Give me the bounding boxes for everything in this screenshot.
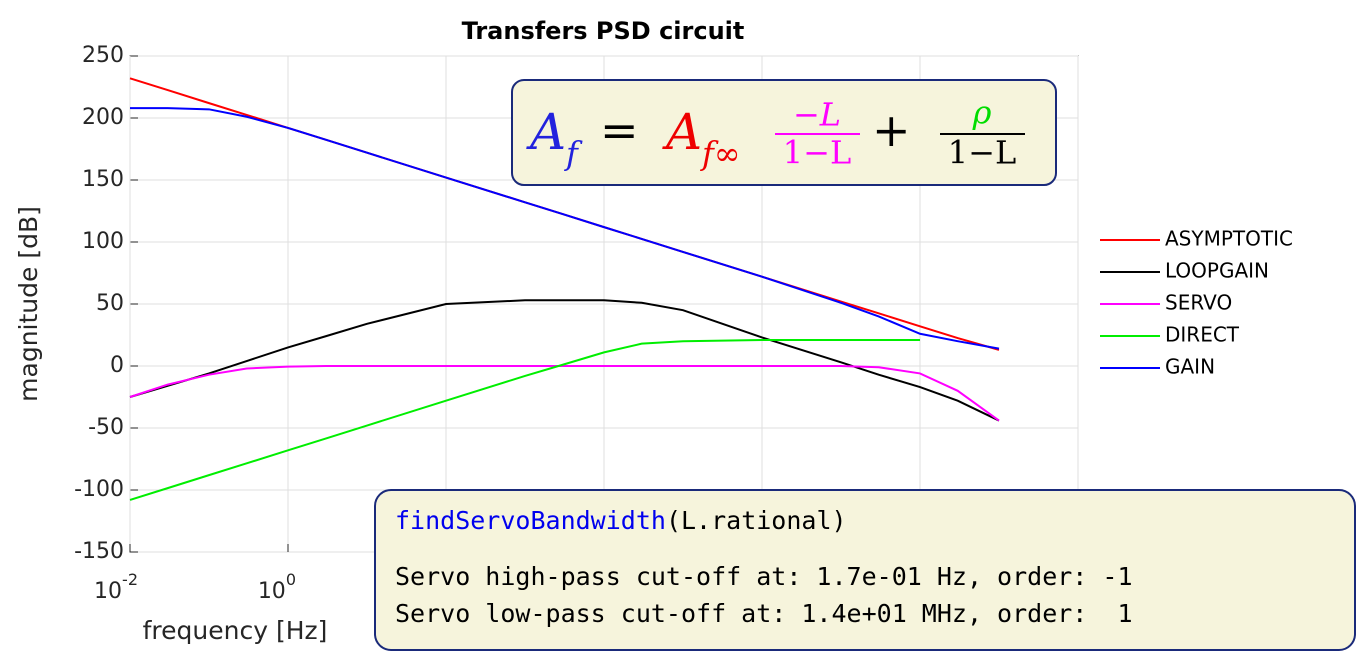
x-tick-label: 10-2 bbox=[94, 570, 138, 605]
tick-base: 10 bbox=[258, 579, 286, 604]
x-tick-label: 100 bbox=[258, 570, 296, 605]
legend-label: ASYMPTOTIC bbox=[1165, 227, 1293, 251]
y-axis-label: magnitude [dB] bbox=[14, 206, 43, 402]
tick-base: 10 bbox=[94, 579, 122, 604]
formula-part: = bbox=[600, 103, 639, 157]
y-tick-label: 50 bbox=[96, 291, 124, 316]
formula-part: ρ bbox=[972, 94, 992, 132]
legend-label: SERVO bbox=[1165, 291, 1232, 315]
legend-label: LOOPGAIN bbox=[1165, 259, 1269, 283]
formula-part: A bbox=[662, 103, 702, 161]
code-line: findServoBandwidth(L.rational) bbox=[395, 506, 847, 535]
formula-part: A bbox=[526, 103, 566, 161]
y-tick-label: 100 bbox=[82, 229, 124, 254]
y-tick-label: 150 bbox=[82, 167, 124, 192]
line-series bbox=[129, 299, 1000, 422]
legend-label: DIRECT bbox=[1165, 323, 1240, 347]
legend-label: GAIN bbox=[1165, 355, 1215, 379]
tick-exponent: -2 bbox=[122, 570, 138, 589]
code-function: findServoBandwidth bbox=[395, 506, 666, 535]
line-series bbox=[130, 107, 1000, 350]
code-output: Servo high-pass cut-off at: 1.7e-01 Hz, … bbox=[395, 562, 1133, 591]
formula-box: A f = A f∞ −L 1−L + ρ 1−L bbox=[511, 79, 1057, 186]
y-tick-label: 0 bbox=[110, 353, 124, 378]
formula-part: 1−L bbox=[783, 134, 851, 172]
code-output: Servo low-pass cut-off at: 1.4e+01 MHz, … bbox=[395, 599, 1133, 628]
code-box: findServoBandwidth(L.rational) Servo hig… bbox=[374, 489, 1356, 651]
y-tick-label: -50 bbox=[88, 415, 124, 440]
formula-part: f∞ bbox=[700, 135, 741, 173]
y-tick-label: -100 bbox=[74, 477, 124, 502]
line-series bbox=[129, 365, 1000, 422]
line-series bbox=[129, 338, 920, 501]
y-tick-label: 250 bbox=[82, 43, 124, 68]
y-tick-label: 200 bbox=[82, 105, 124, 130]
formula-frame bbox=[511, 79, 1057, 186]
y-tick-label: -150 bbox=[74, 539, 124, 564]
code-frame bbox=[374, 489, 1356, 651]
code-args: (L.rational) bbox=[666, 506, 847, 535]
formula-part: + bbox=[872, 103, 911, 157]
chart-title: Transfers PSD circuit bbox=[462, 17, 745, 45]
x-axis-label: frequency [Hz] bbox=[143, 616, 328, 645]
formula-part: 1−L bbox=[948, 134, 1016, 172]
tick-exponent: 0 bbox=[286, 570, 296, 589]
formula-part: −L bbox=[793, 96, 841, 134]
